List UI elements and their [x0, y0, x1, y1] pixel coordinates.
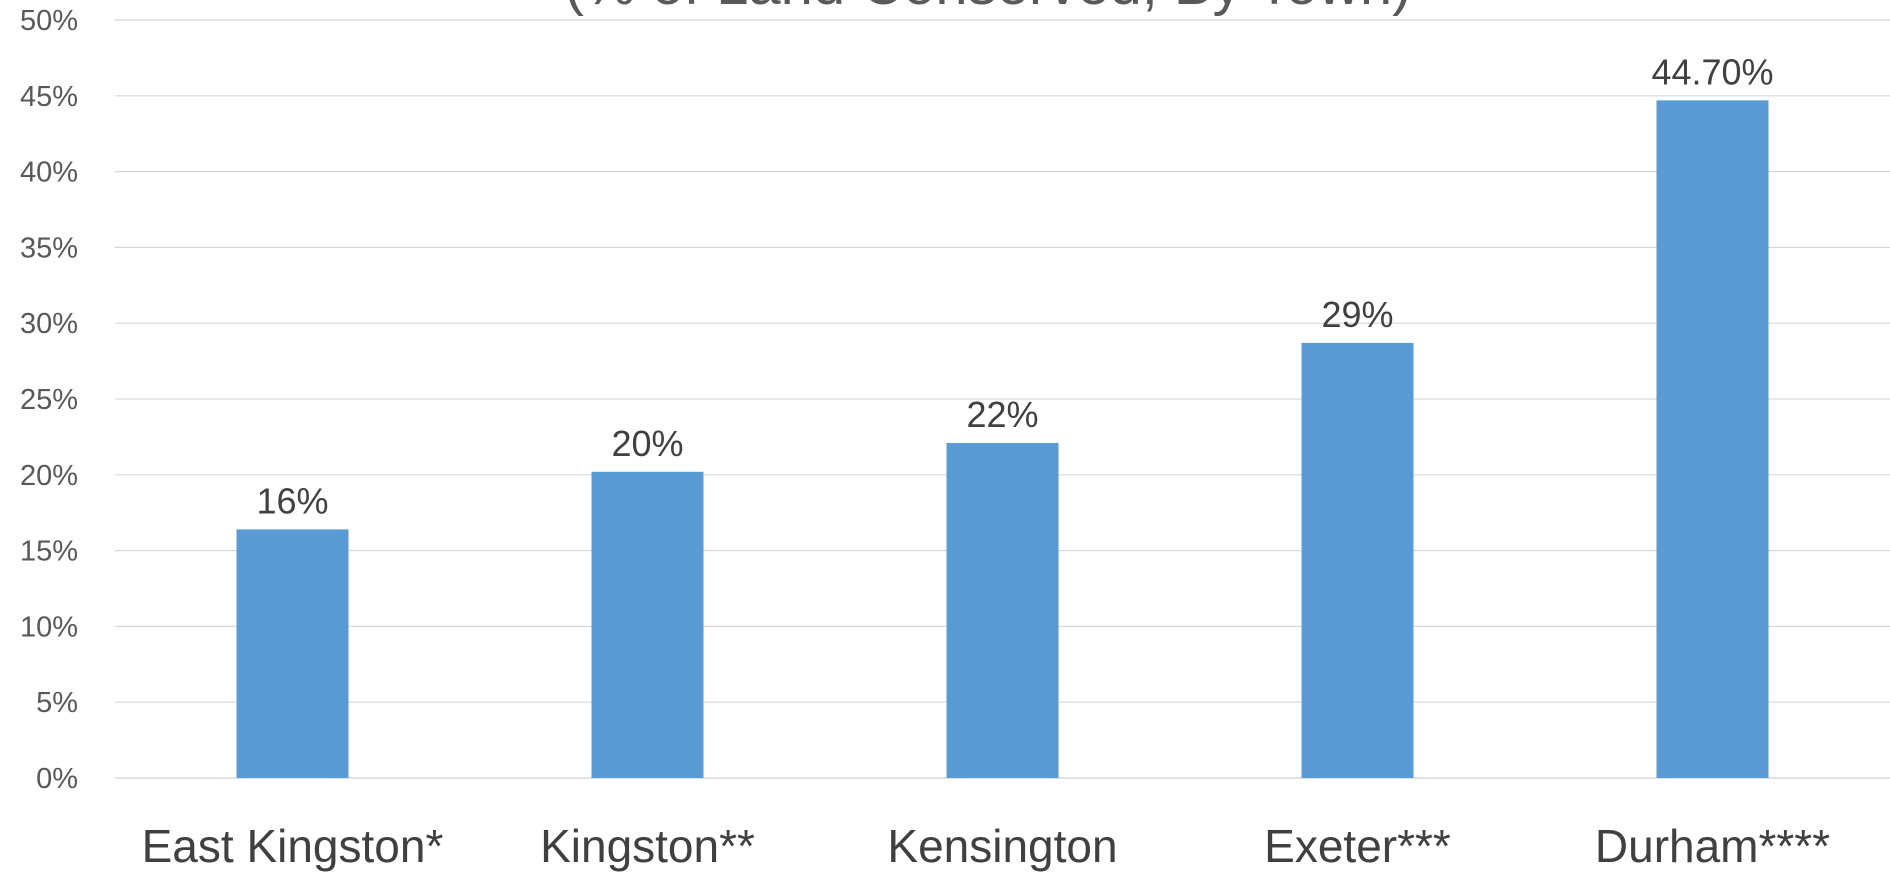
y-tick-label: 0%	[36, 763, 78, 795]
category-label: Kingston**	[540, 820, 755, 872]
bar	[946, 442, 1059, 778]
category-label: Exeter***	[1264, 820, 1451, 872]
data-label: 44.70%	[1651, 51, 1773, 92]
data-labels: 16% 20% 22% 29% 44.70%	[256, 51, 1773, 521]
bar	[591, 471, 704, 778]
category-label: Kensington	[887, 820, 1117, 872]
category-label: Durham****	[1595, 820, 1830, 872]
category-label: East Kingston*	[142, 820, 444, 872]
data-label: 16%	[256, 480, 328, 521]
y-axis-tick-labels: 0% 5% 10% 15% 20% 25% 30% 35% 40% 45% 50%	[20, 5, 78, 795]
y-tick-label: 10%	[20, 611, 78, 643]
y-tick-label: 35%	[20, 232, 78, 264]
y-tick-label: 15%	[20, 536, 78, 568]
y-tick-label: 20%	[20, 460, 78, 492]
chart-title: (% of Land Conserved, By Town)	[565, 0, 1412, 17]
x-axis-category-labels: East Kingston* Kingston** Kensington Exeter…	[142, 820, 1831, 872]
y-tick-label: 30%	[20, 308, 78, 340]
bar	[1301, 342, 1414, 778]
data-label: 22%	[966, 394, 1038, 435]
y-tick-label: 45%	[20, 81, 78, 113]
bar	[1656, 100, 1769, 778]
y-tick-label: 5%	[36, 687, 78, 719]
y-tick-label: 40%	[20, 157, 78, 189]
bars	[236, 100, 1769, 778]
data-label: 20%	[611, 423, 683, 464]
y-tick-label: 25%	[20, 384, 78, 416]
bar	[236, 529, 349, 778]
y-tick-label: 50%	[20, 5, 78, 37]
data-label: 29%	[1321, 294, 1393, 335]
